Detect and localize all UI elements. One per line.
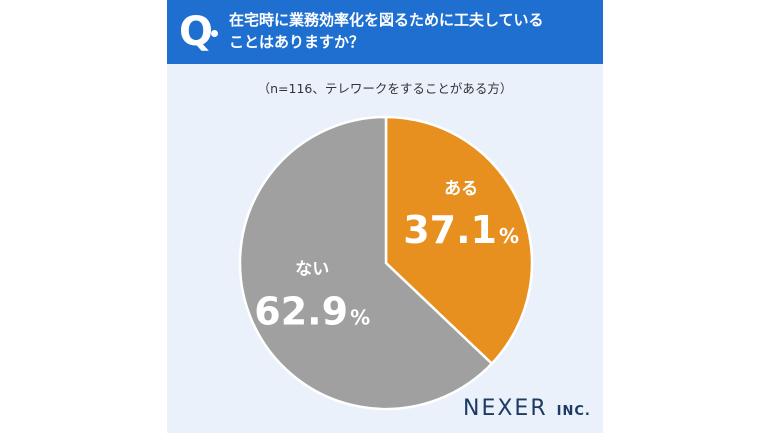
brand-suffix: INC. bbox=[556, 404, 591, 419]
pie-slice-nai bbox=[238, 115, 494, 411]
pie-chart: ある 37.1 % ない 62.9% bbox=[238, 115, 534, 411]
pie-slice-aru bbox=[384, 115, 534, 366]
question-line-1: 在宅時に業務効率化を図るために工夫している bbox=[229, 11, 544, 29]
survey-card: Q 在宅時に業務効率化を図るために工夫している ことはありますか？ （n=116… bbox=[167, 0, 603, 433]
slice-value-aru: 37.1% bbox=[403, 208, 519, 252]
brand-logo: NEXER INC. bbox=[463, 396, 591, 421]
q-mark: Q bbox=[179, 9, 214, 55]
question-line-2: ことはありますか？ bbox=[229, 33, 365, 51]
brand-name: NEXER bbox=[463, 396, 548, 421]
question-text: 在宅時に業務効率化を図るために工夫している ことはありますか？ bbox=[229, 9, 597, 53]
question-header: Q 在宅時に業務効率化を図るために工夫している ことはありますか？ bbox=[167, 0, 603, 64]
slice-value-nai: 62.9% bbox=[254, 290, 370, 334]
sample-note: （n=116、テレワークをすることがある方） bbox=[257, 81, 513, 96]
slice-label-nai: ない bbox=[295, 260, 329, 280]
slice-label-aru: ある bbox=[444, 179, 478, 199]
q-dot-icon bbox=[211, 30, 218, 37]
